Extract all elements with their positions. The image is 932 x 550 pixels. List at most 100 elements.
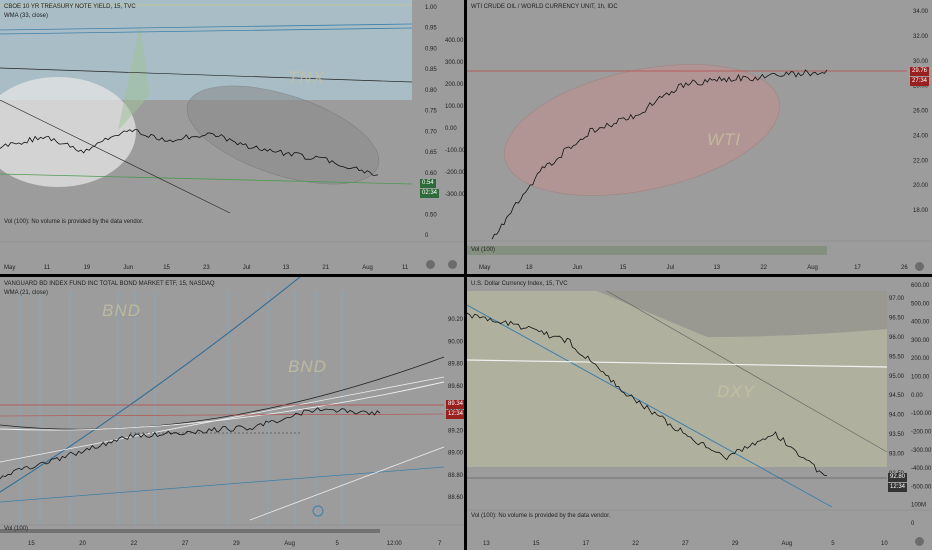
bnd-date-label-6: 5: [336, 541, 340, 547]
dxy-axis-right-label-13: 0: [911, 521, 915, 527]
dxy-axis-left-label-3: 95.50: [889, 354, 905, 360]
bnd-axis-label-5: 89.20: [448, 428, 464, 434]
dxy-axis-left-label-1: 96.50: [889, 315, 905, 321]
wti-date-label-9: 26: [901, 265, 908, 271]
wti-watermark: WTI: [707, 130, 742, 149]
wti-title: WTI CRUDE OIL / WORLD CURRENCY UNIT, 1h,…: [471, 4, 618, 10]
bnd-axis-label-7: 88.80: [448, 473, 464, 479]
tnx-date-label-7: 13: [283, 265, 290, 271]
tnx-date-label-0: May: [4, 265, 15, 271]
dxy-price-series: [467, 312, 828, 476]
wti-date-label-2: Jun: [573, 265, 583, 271]
bnd-axis-label-6: 89.00: [448, 451, 464, 457]
tnx-date-label-3: Jun: [123, 265, 133, 271]
dxy-date-axis: 13 15 17 22 27 29 Aug 5 10: [483, 541, 888, 547]
tnx-axis-right-label-7: -300.00: [445, 192, 464, 198]
dxy-date-label-0: 13: [483, 541, 490, 547]
dxy-axis-right-label-1: 500.00: [911, 301, 930, 307]
dxy-axis-left-label-2: 96.00: [889, 335, 905, 341]
dxy-date-label-6: Aug: [782, 541, 793, 547]
bnd-volume-label: Vol (100): [4, 526, 29, 532]
bnd-date-label-2: 22: [131, 541, 138, 547]
bnd-chart-panel[interactable]: 90.20 90.00 89.80 89.60 89.40 89.20 89.00 88.80…: [0, 277, 464, 550]
dxy-countdown: 12:34: [888, 483, 908, 492]
tnx-axis-left-label-1: 0.95: [425, 26, 437, 32]
tnx-date-label-5: 23: [203, 265, 210, 271]
tnx-axis-right-label-4: 0.00: [445, 126, 457, 132]
dxy-axis-right-label-6: 0.00: [911, 393, 923, 399]
bnd-date-label-0: 15: [28, 541, 35, 547]
wti-scale-icon[interactable]: [915, 262, 924, 271]
tnx-axis-left-label-8: 0.60: [425, 171, 437, 177]
bnd-title: VANGUARD BD INDEX FUND INC TOTAL BOND MA…: [4, 281, 215, 287]
dxy-date-label-5: 29: [732, 541, 739, 547]
dxy-axis-right-label-5: 100.00: [911, 375, 930, 381]
tnx-axis-left-label-4: 0.80: [425, 88, 437, 94]
bnd-date-label-7: 12:00: [387, 541, 403, 547]
tnx-date-label-10: 11: [402, 265, 409, 271]
tnx-axis-right-label-2: 200.00: [445, 82, 464, 88]
dxy-axis-right-label-9: -300.00: [911, 448, 932, 454]
tnx-date-label-6: Jul: [243, 265, 251, 271]
dxy-last-price: 92.80: [888, 473, 908, 482]
bnd-date-label-1: 20: [79, 541, 86, 547]
dxy-volume-label: Vol (100): No volume is provided by the …: [471, 513, 611, 519]
bnd-axis-label-8: 88.60: [448, 495, 464, 501]
tnx-axis-right-label-1: 300.00: [445, 60, 464, 66]
dxy-axis-right-label-4: 200.00: [911, 356, 930, 362]
bnd-axis-label-2: 89.80: [448, 362, 464, 368]
wti-date-label-7: Aug: [807, 265, 818, 271]
dxy-axis-left-label-0: 97.00: [889, 296, 905, 302]
dxy-title: U.S. Dollar Currency Index, 15, TVC: [471, 281, 568, 287]
dxy-chart-panel[interactable]: 97.00 96.50 96.00 95.50 95.00 94.50 94.00 93.50…: [467, 277, 932, 550]
tnx-volume-label: Vol (100): No volume is provided by the …: [4, 219, 144, 225]
dxy-price-line: [467, 312, 828, 476]
wti-date-label-5: 13: [713, 265, 720, 271]
wti-price-line: [491, 69, 828, 240]
wti-axis-label-3: 28.00: [913, 84, 929, 90]
tnx-chart-panel[interactable]: 1.000.950.900.850.800.750.700.650.600.55…: [0, 0, 464, 274]
dxy-axis-left-label-6: 94.00: [889, 413, 905, 419]
tnx-axis-right-label-0: 400.00: [445, 38, 464, 44]
dxy-axis-right-label-7: -100.00: [911, 411, 932, 417]
wti-date-label-6: 22: [760, 265, 767, 271]
wti-volume-label: Vol (100): [471, 247, 496, 253]
wti-uptrend-ellipse: [504, 64, 780, 196]
tnx-last-price: 0.54: [420, 179, 436, 188]
tnx-axis-left-label-11: 0: [425, 233, 429, 239]
tnx-axis-left-label-5: 0.75: [425, 109, 437, 115]
dxy-axis-right-label-2: 400.00: [911, 320, 930, 326]
tnx-axis-left-label-6: 0.70: [425, 129, 437, 135]
wti-date-label-3: 15: [620, 265, 627, 271]
tnx-settings-icon[interactable]: [426, 260, 435, 269]
wti-date-label-4: Jul: [667, 265, 675, 271]
dxy-axis-right-label-12: 100M: [911, 503, 926, 509]
tnx-axis-left-label-3: 0.85: [425, 67, 437, 73]
tnx-date-label-9: Aug: [362, 265, 373, 271]
dxy-scale-icon[interactable]: [915, 537, 924, 546]
tnx-range-ellipse: [0, 77, 136, 187]
wti-countdown: 27:34: [910, 77, 930, 86]
tnx-axis-left-label-0: 1.00: [425, 5, 437, 11]
dxy-axis-left-label-4: 95.00: [889, 374, 905, 380]
bnd-watermark-top: BND: [102, 301, 141, 320]
dxy-axis-left-label-8: 93.00: [889, 452, 905, 458]
tnx-countdown: 02:34: [420, 189, 440, 198]
bnd-chart-svg: 90.20 90.00 89.80 89.60 89.40 89.20 89.00 88.80…: [0, 277, 464, 547]
bnd-price-axis: 90.20 90.00 89.80 89.60 89.40 89.20 89.00 88.80…: [448, 317, 464, 501]
tnx-date-label-2: 19: [84, 265, 91, 271]
wti-axis-label-7: 20.00: [913, 183, 929, 189]
wti-price-axis: 34.00 32.00 30.00 28.00 26.00 24.00 22.00 20.00…: [913, 9, 929, 214]
wti-chart-panel[interactable]: 34.00 32.00 30.00 28.00 26.00 24.00 22.00 20.00…: [467, 0, 932, 274]
tnx-scale-icon[interactable]: [448, 260, 457, 269]
bnd-price-line: [0, 407, 381, 480]
tnx-price-axis: 1.000.950.900.850.800.750.700.650.600.55…: [425, 5, 464, 239]
dxy-axis-right-label-8: -200.00: [911, 429, 932, 435]
wti-chart-svg: 34.00 32.00 30.00 28.00 26.00 24.00 22.00 20.00…: [467, 9, 932, 271]
wti-axis-label-2: 30.00: [913, 59, 929, 65]
bnd-event-marker[interactable]: [312, 505, 324, 517]
wti-date-label-1: 18: [526, 265, 533, 271]
dxy-chart-svg: 97.00 96.50 96.00 95.50 95.00 94.50 94.00 93.50…: [467, 283, 932, 547]
bnd-date-label-8: 7: [438, 541, 442, 547]
tnx-axis-right-label-5: -100.00: [445, 148, 464, 154]
